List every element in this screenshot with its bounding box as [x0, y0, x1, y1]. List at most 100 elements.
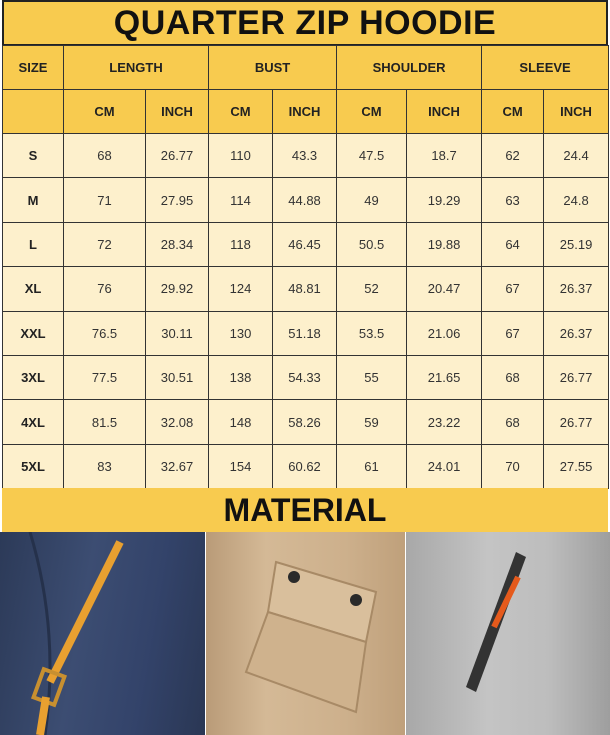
value-cell: 148: [208, 399, 274, 445]
value-cell: 24.4: [543, 132, 610, 179]
value-cell: 77.5: [63, 354, 146, 401]
value-cell: 50.5: [336, 221, 408, 268]
size-cell: M: [2, 177, 64, 223]
size-header: SIZE: [2, 45, 64, 90]
value-cell: 67: [481, 310, 545, 356]
table-row: M 71 27.95 114 44.88 49 19.29 63 24.8: [2, 177, 610, 223]
value-cell: 124: [208, 266, 274, 312]
value-cell: 76.5: [63, 310, 146, 356]
unit-header: INCH: [543, 89, 610, 134]
table-row: 4XL 81.5 32.08 148 58.26 59 23.22 68 26.77: [2, 399, 610, 445]
value-cell: 26.77: [144, 132, 210, 179]
size-cell: XXL: [2, 310, 64, 356]
value-cell: 28.34: [144, 221, 210, 268]
empty-cell: [2, 89, 64, 134]
gray-zipper-illustration: [466, 552, 526, 692]
sleeve-header: SLEEVE: [481, 45, 610, 90]
value-cell: 76: [63, 266, 146, 312]
unit-header: INCH: [144, 89, 210, 134]
value-cell: 62: [481, 132, 545, 179]
value-cell: 51.18: [272, 310, 338, 356]
material-title: MATERIAL: [2, 488, 608, 532]
value-cell: 52: [336, 266, 408, 312]
value-cell: 27.55: [543, 443, 610, 490]
table-row: L 72 28.34 118 46.45 50.5 19.88 64 25.19: [2, 221, 610, 268]
size-cell: S: [2, 132, 64, 179]
value-cell: 118: [208, 221, 274, 268]
value-cell: 138: [208, 354, 274, 401]
value-cell: 20.47: [406, 266, 483, 312]
value-cell: 27.95: [144, 177, 210, 223]
size-cell: 4XL: [2, 399, 64, 445]
table-row: 3XL 77.5 30.51 138 54.33 55 21.65 68 26.77: [2, 354, 610, 401]
cargo-pocket-illustration: [244, 560, 378, 714]
value-cell: 46.45: [272, 221, 338, 268]
gray-fabric-photo: [406, 532, 610, 735]
table-row: XL 76 29.92 124 48.81 52 20.47 67 26.37: [2, 266, 610, 312]
value-cell: 63: [481, 177, 545, 223]
unit-header: CM: [481, 89, 545, 134]
navy-fabric-photo: [0, 532, 205, 735]
value-cell: 21.06: [406, 310, 483, 356]
value-cell: 71: [63, 177, 146, 223]
value-cell: 55: [336, 354, 408, 401]
value-cell: 110: [208, 132, 274, 179]
value-cell: 30.51: [144, 354, 210, 401]
value-cell: 32.67: [144, 443, 210, 490]
size-cell: L: [2, 221, 64, 268]
value-cell: 26.77: [543, 399, 610, 445]
value-cell: 30.11: [144, 310, 210, 356]
value-cell: 70: [481, 443, 545, 490]
table-row: S 68 26.77 110 43.3 47.5 18.7 62 24.4: [2, 132, 610, 179]
value-cell: 59: [336, 399, 408, 445]
value-cell: 114: [208, 177, 274, 223]
khaki-fabric-photo: [206, 532, 405, 735]
chart-title: QUARTER ZIP HOODIE: [2, 0, 608, 46]
value-cell: 26.37: [543, 266, 610, 312]
size-table: SIZE LENGTH BUST SHOULDER SLEEVE CM INCH C…: [2, 45, 610, 490]
value-cell: 32.08: [144, 399, 210, 445]
value-cell: 49: [336, 177, 408, 223]
unit-header: CM: [63, 89, 146, 134]
unit-header: CM: [336, 89, 408, 134]
value-cell: 47.5: [336, 132, 408, 179]
size-cell: XL: [2, 266, 64, 312]
value-cell: 18.7: [406, 132, 483, 179]
value-cell: 130: [208, 310, 274, 356]
value-cell: 25.19: [543, 221, 610, 268]
value-cell: 154: [208, 443, 274, 490]
value-cell: 29.92: [144, 266, 210, 312]
value-cell: 72: [63, 221, 146, 268]
size-cell: 5XL: [2, 443, 64, 490]
value-cell: 48.81: [272, 266, 338, 312]
unit-row: CM INCH CM INCH CM INCH CM INCH: [2, 89, 610, 134]
bust-header: BUST: [208, 45, 338, 90]
size-cell: 3XL: [2, 354, 64, 401]
value-cell: 53.5: [336, 310, 408, 356]
unit-header: CM: [208, 89, 274, 134]
value-cell: 58.26: [272, 399, 338, 445]
header-row: SIZE LENGTH BUST SHOULDER SLEEVE: [2, 45, 610, 90]
value-cell: 54.33: [272, 354, 338, 401]
value-cell: 64: [481, 221, 545, 268]
value-cell: 60.62: [272, 443, 338, 490]
value-cell: 26.37: [543, 310, 610, 356]
table-row: XXL 76.5 30.11 130 51.18 53.5 21.06 67 26.37: [2, 310, 610, 356]
navy-zipper-pocket-illustration: [28, 532, 124, 735]
value-cell: 23.22: [406, 399, 483, 445]
length-header: LENGTH: [62, 45, 210, 90]
value-cell: 19.88: [406, 221, 483, 268]
value-cell: 26.77: [543, 354, 610, 401]
shoulder-header: SHOULDER: [336, 45, 483, 90]
table-row: 5XL 83 32.67 154 60.62 61 24.01 70 27.55: [2, 443, 610, 490]
value-cell: 68: [63, 132, 146, 179]
unit-header: INCH: [406, 89, 483, 134]
value-cell: 61: [336, 443, 408, 490]
unit-header: INCH: [272, 89, 338, 134]
value-cell: 68: [481, 399, 545, 445]
value-cell: 44.88: [272, 177, 338, 223]
value-cell: 67: [481, 266, 545, 312]
value-cell: 21.65: [406, 354, 483, 401]
value-cell: 19.29: [406, 177, 483, 223]
value-cell: 81.5: [63, 399, 146, 445]
